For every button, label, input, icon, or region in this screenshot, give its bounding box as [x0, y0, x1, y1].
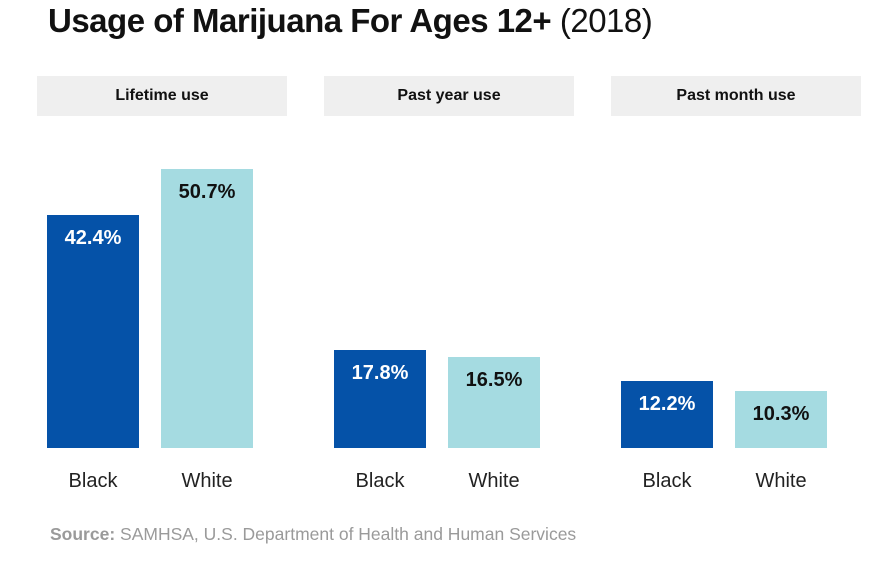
panel-past-year-use: Past year use 17.8% Black 16.5% White — [324, 76, 574, 524]
panel-header: Lifetime use — [37, 76, 287, 116]
bar-white: 50.7% — [161, 169, 253, 448]
source-text: SAMHSA, U.S. Department of Health and Hu… — [115, 524, 577, 544]
bar-black: 17.8% — [334, 350, 426, 448]
panel-lifetime-use: Lifetime use 42.4% Black 50.7% White — [37, 76, 287, 524]
category-label: Black — [642, 470, 692, 492]
panel-past-month-use: Past month use 12.2% Black 10.3% White — [611, 76, 861, 524]
panel-header: Past month use — [611, 76, 861, 116]
bar-value-label: 17.8% — [351, 362, 409, 385]
bar-value-label: 10.3% — [752, 403, 810, 426]
category-label: Black — [355, 470, 405, 492]
chart-title: Usage of Marijuana For Ages 12+ (2018) — [48, 2, 653, 40]
bar-black: 42.4% — [47, 214, 139, 448]
bar-white: 10.3% — [735, 391, 827, 448]
source-label: Source: — [50, 524, 116, 544]
category-label: White — [468, 470, 520, 492]
title-year: (2018) — [559, 2, 653, 39]
bar-value-label: 42.4% — [64, 226, 122, 249]
bar-value-label: 16.5% — [465, 369, 523, 392]
panel-header: Past year use — [324, 76, 574, 116]
category-label: White — [181, 470, 233, 492]
bar-value-label: 12.2% — [638, 392, 696, 415]
bar-white: 16.5% — [448, 357, 540, 448]
bar-value-label: 50.7% — [178, 181, 236, 203]
title-main: Usage of Marijuana For Ages 12+ — [48, 2, 552, 39]
category-label: White — [755, 470, 807, 492]
bar-black: 12.2% — [621, 380, 713, 448]
source-note: Source: SAMHSA, U.S. Department of Healt… — [50, 524, 576, 545]
category-label: Black — [68, 470, 118, 492]
